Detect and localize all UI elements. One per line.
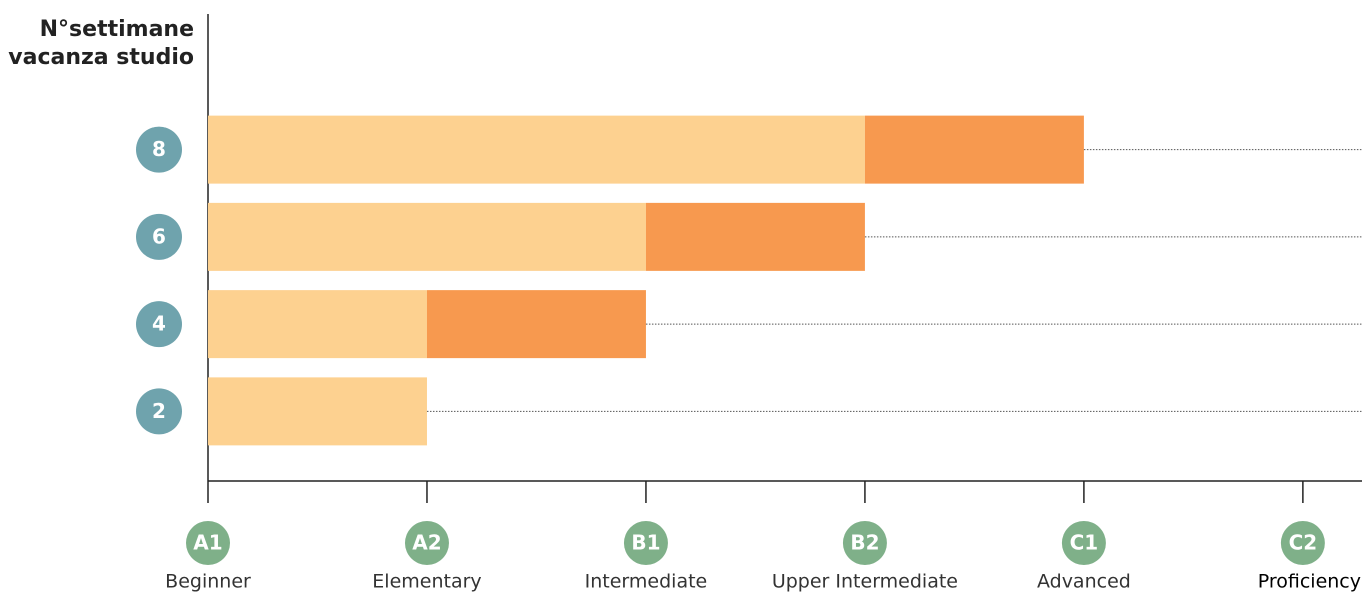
x-tick-label: A1 [193,531,222,555]
category-badge [136,126,182,173]
y-tick-label: 4 [152,312,166,336]
x-tick-label: B2 [850,531,879,555]
x-tick-name: Beginner [165,571,251,593]
bar-segment [208,377,427,446]
bar-segment [426,290,646,359]
x-tick-name: Intermediate [585,571,708,593]
level-badge [1061,521,1106,565]
bar-segment [208,115,865,184]
y-axis-title: N°settimane [40,17,194,42]
category-badge [136,388,182,435]
level-badge [186,521,230,565]
x-tick-label: C1 [1070,531,1099,555]
category-badge [136,301,182,348]
x-tick-name: Upper Intermediate [772,571,958,593]
level-badge [1280,521,1325,565]
bar-segment [208,202,646,271]
x-tick-label: B1 [631,531,660,555]
x-tick-name: Elementary [372,571,481,593]
x-tick-label: C2 [1289,531,1318,555]
x-tick-name: Advanced [1037,571,1131,593]
y-tick-label: 6 [152,224,166,248]
bar-segment [208,290,427,359]
y-axis-title: vacanza studio [8,45,194,70]
bar-segment [864,115,1084,184]
level-badge [842,521,887,565]
category-badge [136,213,182,260]
x-tick-name: Proficiency [1258,571,1361,593]
level-badge [404,521,449,565]
level-badge [623,521,668,565]
x-tick-label: A2 [412,531,441,555]
y-tick-label: 8 [152,137,166,161]
bar-segment [645,202,865,271]
y-tick-label: 2 [152,399,166,423]
